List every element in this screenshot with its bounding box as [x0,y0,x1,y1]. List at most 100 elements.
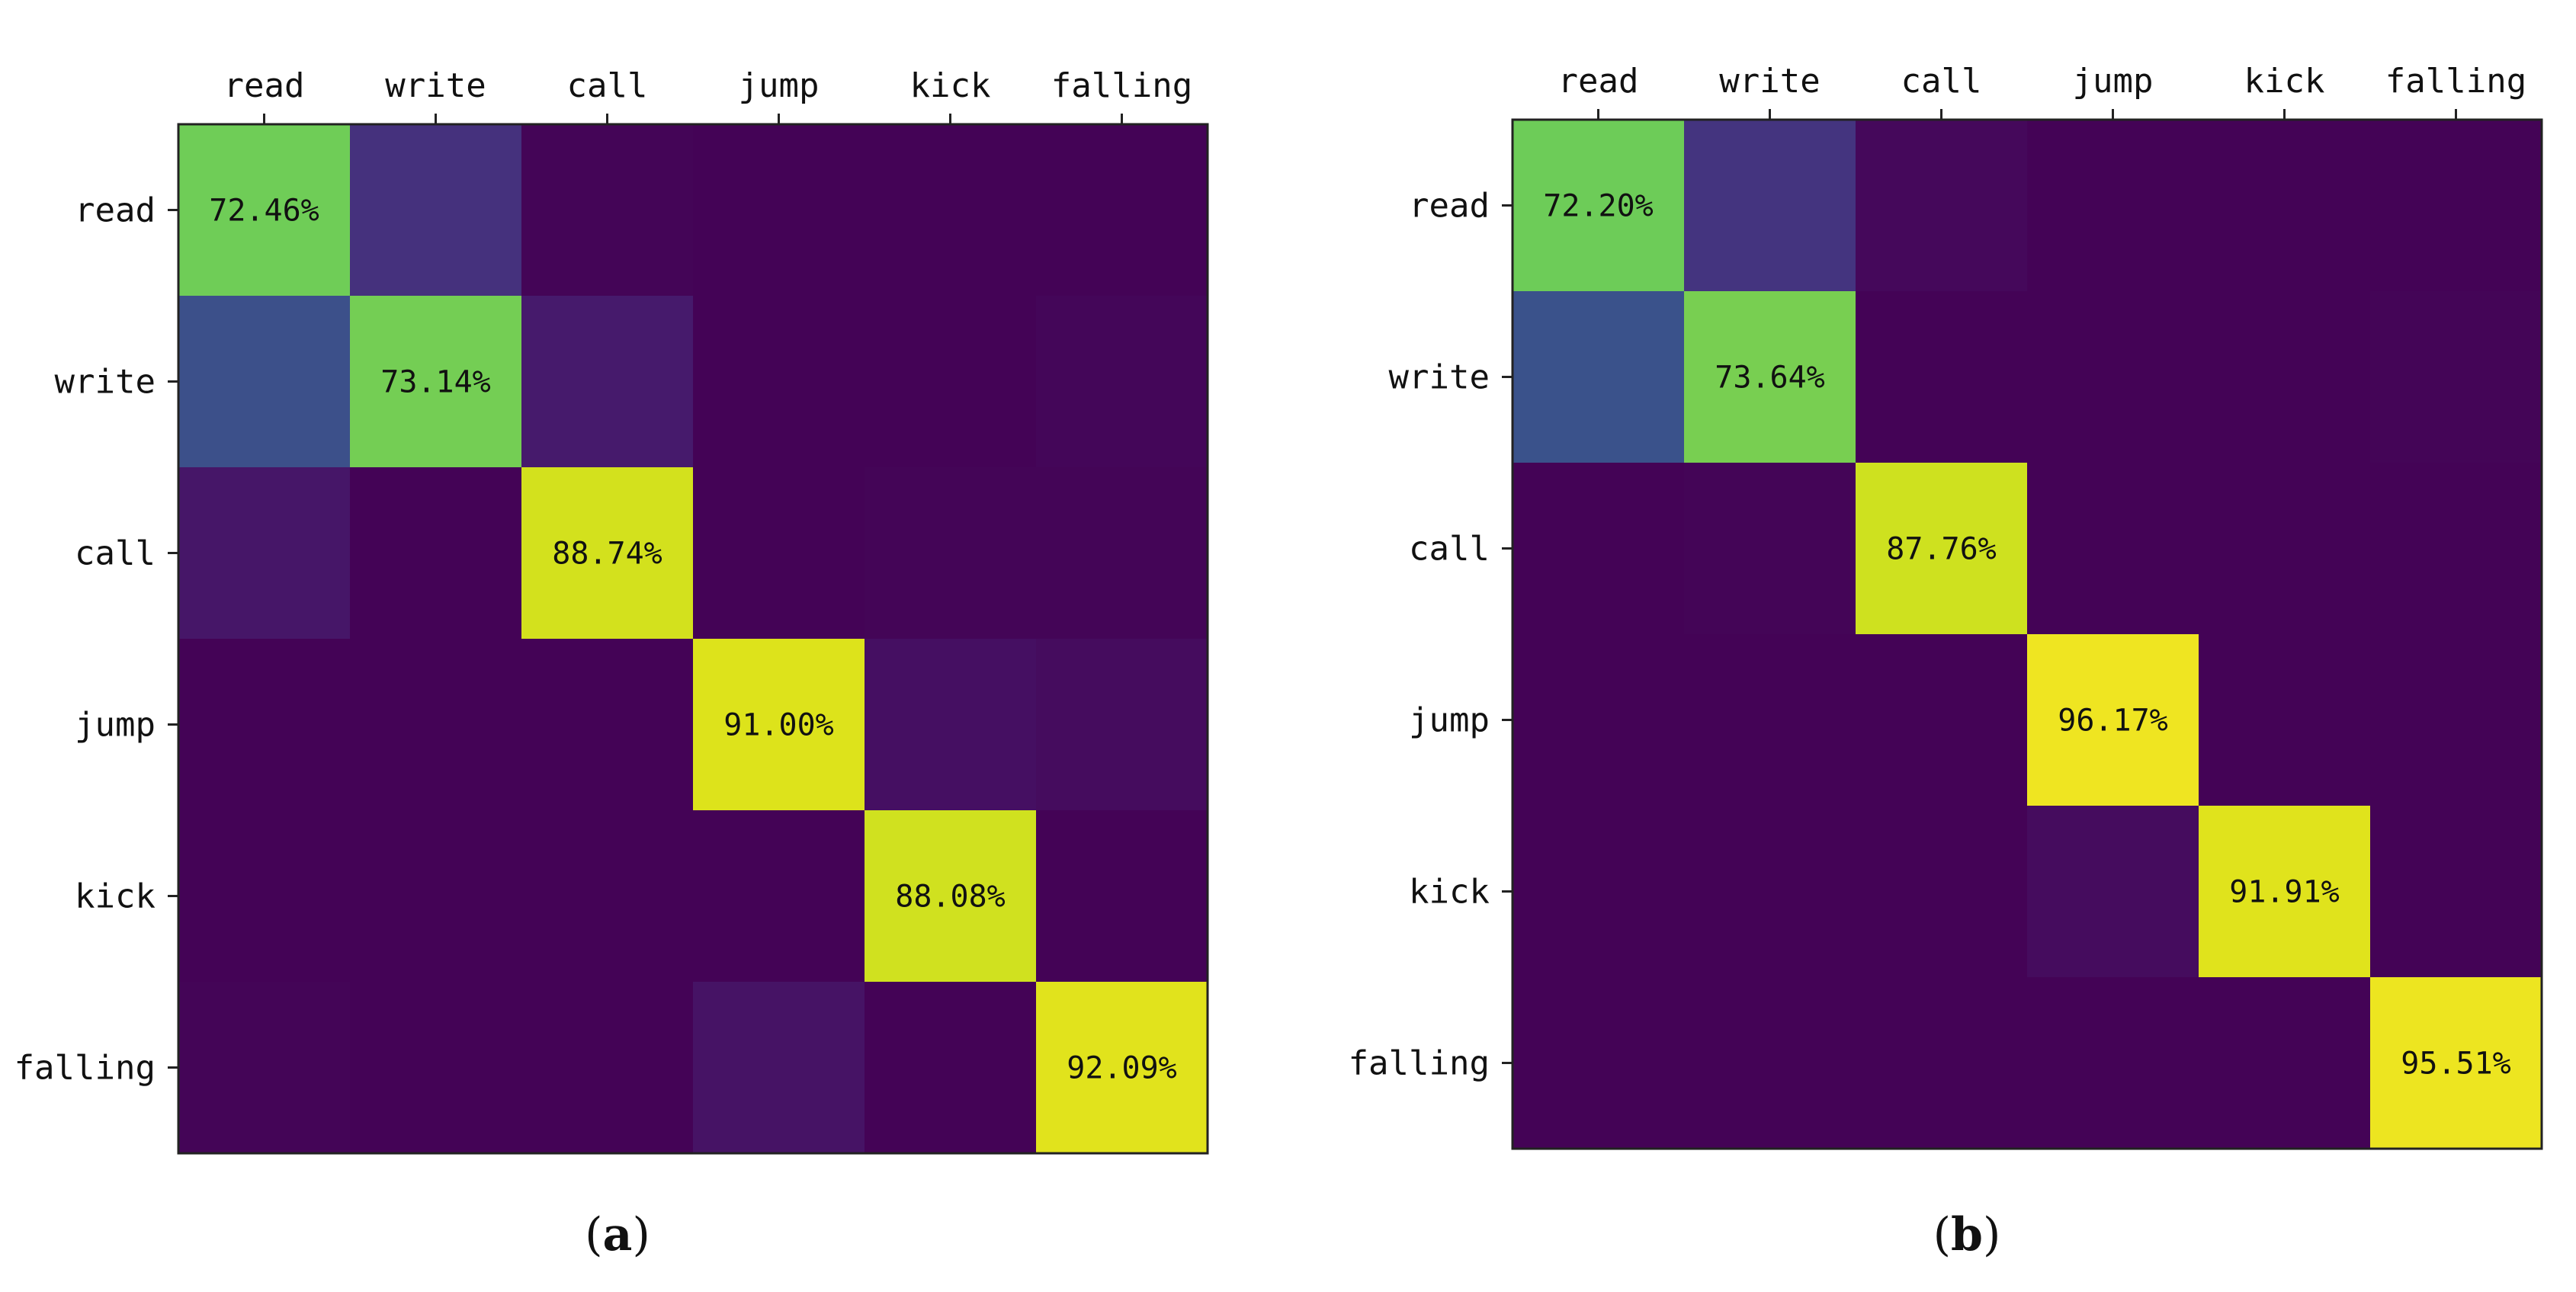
panel-letter: a [603,1208,633,1262]
confusion-matrix-b: 72.20% 73.64% 87.76% 96.17% 91.91% 95.51% read… [1349,62,2543,1262]
heatmap-cell [1856,806,2028,978]
heatmap-cell [865,982,1037,1154]
panel-letter: b [1951,1208,1983,1262]
y-tick-label: call [75,534,156,573]
heatmap-cell [1856,977,2028,1149]
heatmap-cell [865,467,1037,640]
heatmap-cell [2199,977,2371,1149]
heatmap-cell [2199,634,2371,806]
y-tick-label: read [1409,187,1490,226]
heatmap-cell [521,810,694,983]
heatmap-cell [693,639,865,811]
y-tick-label: jump [1409,701,1490,740]
heatmap-cell [521,124,694,297]
x-tick-label: kick [2244,62,2325,101]
heatmap-cell [2027,291,2199,463]
cell-value-label: 91.91% [2229,875,2340,910]
heatmap-cell [1513,120,1685,292]
cell-value-label: 91.00% [723,708,834,743]
heatmap-cell [2370,463,2542,635]
heatmap-cell [2027,634,2199,806]
panel-caption: (b) [1933,1208,2001,1262]
plot-frame [177,123,1209,1155]
x-tick-label: falling [1051,66,1192,105]
heatmap-cell [178,124,351,297]
heatmap-cell [1684,806,1856,978]
y-tick-label: falling [1349,1044,1490,1083]
y-tick-label: falling [14,1049,156,1088]
heatmap-cell [2199,120,2371,292]
heatmap-cell [1856,120,2028,292]
heatmap-cell [2370,120,2542,292]
heatmap-cell [2199,463,2371,635]
heatmap-cell [693,467,865,640]
x-tick-label: falling [2385,62,2526,101]
heatmap-cell [1684,291,1856,463]
plot-frame [1511,118,2543,1150]
y-tick-label: write [1389,358,1490,397]
heatmap-cell [178,467,351,640]
x-tick-label: read [224,66,305,105]
heatmap-cell [2370,291,2542,463]
y-tick-label: call [1409,530,1490,569]
panel-caption: (a) [585,1208,650,1262]
heatmap-cell [1856,291,2028,463]
heatmap-cell [1036,810,1208,983]
x-tick-label: jump [739,66,820,105]
heatmap-cell [1036,982,1208,1154]
heatmap-cell [1684,463,1856,635]
cell-value-label: 88.74% [552,537,662,572]
cell-value-label: 88.08% [895,880,1006,915]
cell-value-label: 95.51% [2401,1047,2511,1082]
heatmap-cell [1513,463,1685,635]
heatmap-cell [178,639,351,811]
heatmap-cell [178,810,351,983]
y-tick-label: read [75,191,156,230]
heatmap-cell [865,296,1037,468]
heatmap-cell [521,467,694,640]
y-tick-label: jump [75,706,156,745]
y-tick-label: kick [75,877,156,916]
heatmap-cell [693,124,865,297]
confusion-matrix-a: 72.46% 73.14% 88.74% 91.00% 88.08% 92.09% read… [14,66,1209,1262]
cell-value-label: 72.46% [209,194,319,229]
heatmap-cell [1684,977,1856,1149]
x-tick-label: kick [910,66,991,105]
heatmap-cell [350,296,522,468]
heatmap-cell [1036,124,1208,297]
heatmap-cell [1856,463,2028,635]
heatmap-cell [350,639,522,811]
heatmap-cell [1513,291,1685,463]
heatmap-cell [2027,977,2199,1149]
heatmap-cell [1513,806,1685,978]
heatmap-cell [1856,634,2028,806]
y-tick-label: kick [1409,873,1490,912]
heatmap-cell [178,982,351,1154]
heatmap-cell [1036,639,1208,811]
heatmap-cell [521,639,694,811]
y-tick-label: write [55,363,156,402]
cell-value-label: 87.76% [1886,532,1997,567]
heatmap-cell [1036,467,1208,640]
heatmap-cell [865,639,1037,811]
heatmap-cell [521,296,694,468]
heatmap-cell [350,982,522,1154]
heatmap-cell [521,982,694,1154]
heatmap-cell [1036,296,1208,468]
heatmap-cell [693,982,865,1154]
x-tick-label: call [1901,62,1982,101]
x-tick-label: read [1558,62,1639,101]
heatmap-cell [1513,634,1685,806]
heatmap-cell [2027,463,2199,635]
heatmap-cell [350,124,522,297]
heatmap-cell [2370,634,2542,806]
cell-value-label: 72.20% [1543,189,1654,224]
heatmap-cell [2199,291,2371,463]
heatmap-cell [865,124,1037,297]
heatmap-cell [178,296,351,468]
heatmap-cell [865,810,1037,983]
x-tick-label: write [385,66,486,105]
heatmap-cell [1684,120,1856,292]
cell-value-label: 73.64% [1715,361,1825,396]
heatmap-cell [693,296,865,468]
